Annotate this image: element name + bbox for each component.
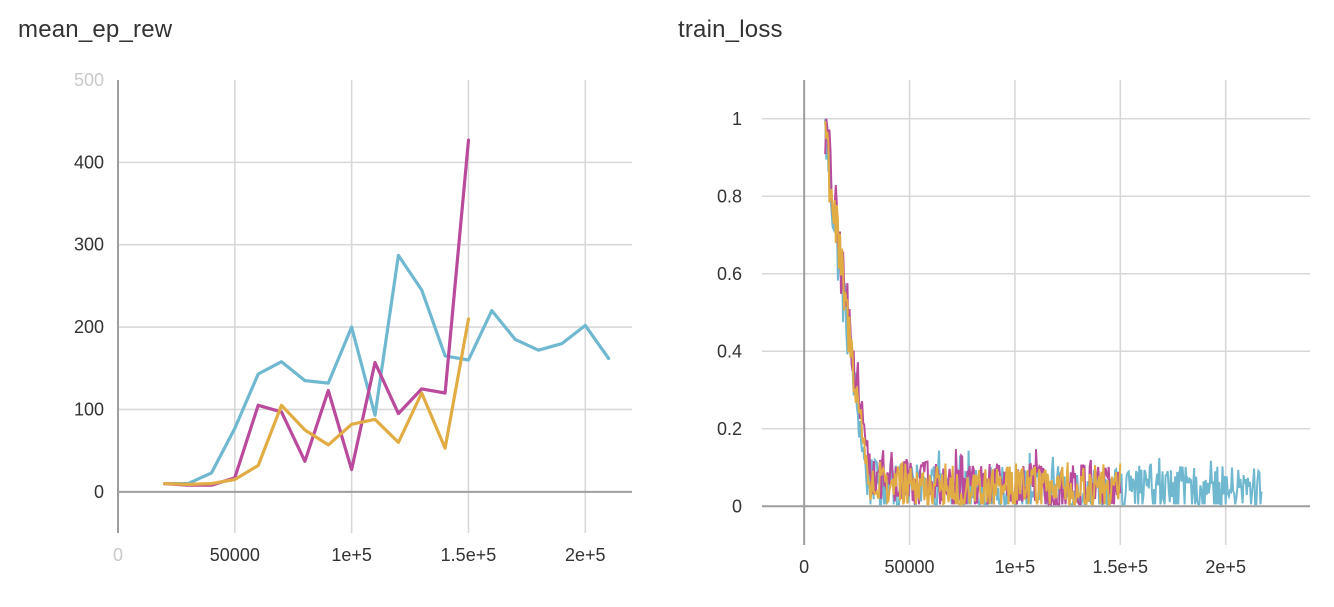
x-tick-label: 1e+5 [331, 545, 372, 565]
loss-series-3 [824, 121, 1122, 508]
y-tick-label: 0.2 [717, 419, 742, 439]
y-tick-label: 100 [74, 399, 104, 419]
y-tick-label: 1 [732, 109, 742, 129]
y-tick-label: 300 [74, 235, 104, 255]
x-tick-label: 50000 [210, 545, 260, 565]
y-tick-label: 400 [74, 152, 104, 172]
y-tick-label: 200 [74, 317, 104, 337]
y-tick-label: 0.6 [717, 264, 742, 284]
train-loss-chart: 0 0.2 0.4 0.6 0.8 1 0 50000 1e+5 1.5e+5 2e+5 [717, 80, 1310, 577]
y-tick-label: 0.4 [717, 341, 742, 361]
series-line-2 [163, 138, 471, 487]
series-line-1 [163, 253, 611, 486]
x-tick-label: 0 [113, 545, 123, 565]
x-tick-label: 50000 [885, 557, 935, 577]
chart-title: mean_ep_rew [18, 16, 173, 43]
x-tick-label: 0 [799, 557, 809, 577]
chart-title: train_loss [678, 16, 783, 43]
x-tick-label: 2e+5 [565, 545, 606, 565]
loss-series-2 [824, 118, 1122, 507]
x-tick-label: 1.5e+5 [1093, 557, 1149, 577]
x-tick-label: 1e+5 [995, 557, 1036, 577]
y-tick-label: 0 [94, 482, 104, 502]
mean-ep-rew-panel: mean_ep_rew 0 100 200 300 400 500 0 50000 1e+5 1.… [0, 0, 660, 607]
series-line-3 [163, 317, 471, 486]
x-tick-label: 1.5e+5 [441, 545, 497, 565]
train-loss-panel: train_loss 0 0.2 0.4 0.6 0.8 1 0 50000 1e+5 1.5e+… [660, 0, 1334, 607]
mean-ep-rew-chart: 0 100 200 300 400 500 0 50000 1e+5 1.5e+5 2e+5 [74, 70, 632, 565]
loss-series-1 [824, 118, 1263, 507]
y-tick-label: 0.8 [717, 186, 742, 206]
y-tick-label: 500 [74, 70, 104, 90]
y-tick-label: 0 [732, 496, 742, 516]
x-tick-label: 2e+5 [1205, 557, 1246, 577]
